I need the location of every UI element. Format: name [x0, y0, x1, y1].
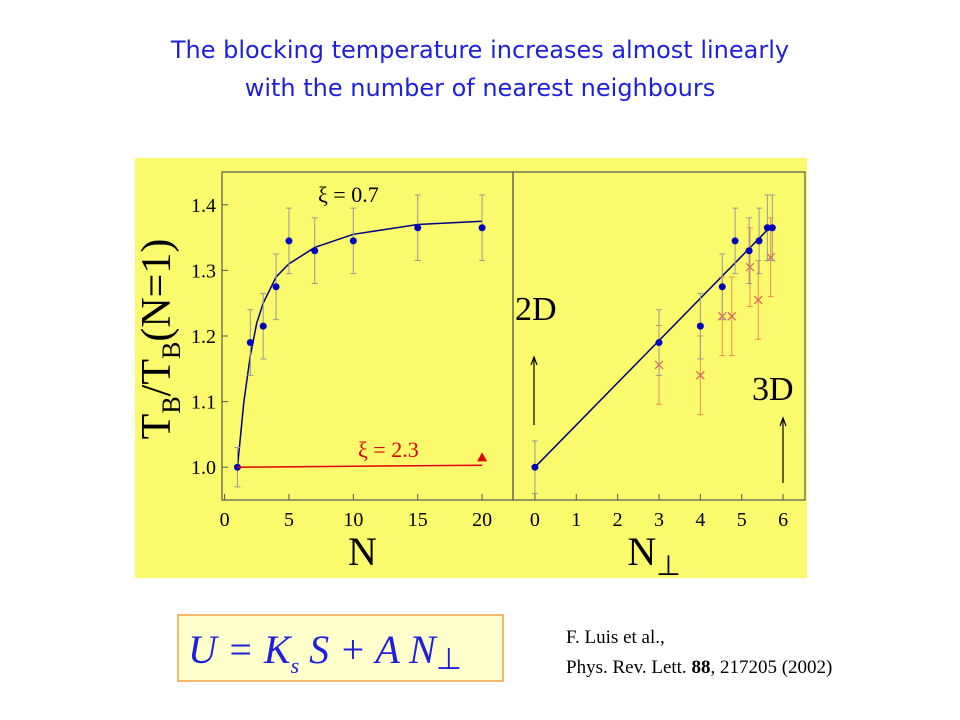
x-tick-label: 0: [220, 509, 230, 531]
data-point: [727, 311, 737, 321]
annotation: 3D: [752, 371, 794, 408]
data-point: [311, 247, 319, 255]
data-point: [259, 322, 267, 330]
citation: F. Luis et al.,: [566, 627, 665, 648]
data-point: [478, 224, 486, 232]
x-tick-label: 15: [408, 509, 428, 531]
x-tick-label: 20: [472, 509, 492, 531]
formula-sub: ⊥: [436, 643, 462, 676]
data-point: [414, 224, 422, 232]
annotation: ξ = 0.7: [318, 182, 379, 207]
x-tick-label: 2: [613, 509, 623, 531]
annotation: ξ = 2.3: [358, 437, 419, 462]
formula-box: [177, 614, 504, 682]
x-tick-label: 10: [343, 509, 363, 531]
data-point: [246, 339, 254, 347]
citation-part: Phys. Rev. Lett.: [566, 657, 691, 678]
data-point: [745, 262, 755, 272]
title-line: The blocking temperature increases almos…: [170, 36, 789, 64]
data-point: [763, 224, 771, 232]
data-point: [768, 224, 776, 232]
data-point: [695, 370, 705, 380]
y-tick-label: 1.3: [191, 260, 216, 282]
x-tick-label: 0: [530, 509, 540, 531]
title-line: with the number of nearest neighbours: [245, 74, 716, 102]
data-point: [531, 463, 539, 471]
citation-part: 88: [691, 657, 710, 678]
x-tick-label: 5: [284, 509, 294, 531]
y-axis-label: TB/TB(N=1): [134, 239, 186, 440]
data-point: [349, 237, 357, 245]
y-tick-label: 1.4: [191, 195, 216, 217]
formula-part: S + A N: [299, 627, 438, 672]
fit-line: [534, 223, 774, 468]
data-point: [731, 237, 739, 245]
x-axis-label-sub: ⊥: [656, 551, 680, 582]
citation-part: , 217205 (2002): [710, 657, 832, 678]
y-tick-label: 1.0: [191, 457, 216, 479]
data-point: [753, 295, 763, 305]
y-axis-label-part: T: [134, 414, 180, 440]
x-tick-label: 1: [571, 509, 581, 531]
data-point: [766, 252, 776, 262]
y-axis-label-part: (N=1): [134, 239, 180, 342]
annotation: 2D: [515, 291, 557, 328]
data-point: [718, 283, 726, 291]
x-axis-label: N⊥: [627, 529, 680, 582]
data-point: [477, 452, 488, 462]
data-point: [285, 237, 293, 245]
data-point: [696, 322, 704, 330]
y-axis-label-sub: B: [157, 342, 186, 359]
y-tick-label: 1.1: [191, 392, 216, 414]
data-point: [272, 283, 280, 291]
y-axis-label-sub: B: [157, 396, 186, 413]
x-tick-label: 3: [654, 509, 664, 531]
fit-line: [237, 464, 483, 468]
x-tick-label: 5: [737, 509, 747, 531]
arrow: [530, 355, 538, 425]
data-point: [745, 247, 753, 255]
arrow: [779, 416, 787, 483]
x-tick-label: 4: [695, 509, 705, 531]
y-axis-label-part: /T: [134, 359, 180, 396]
y-tick-label: 1.2: [191, 326, 216, 348]
x-axis-label-part: N: [627, 529, 656, 574]
chart-background: [135, 158, 807, 578]
citation: Phys. Rev. Lett. 88, 217205 (2002): [566, 657, 832, 678]
data-point: [655, 339, 663, 347]
data-point: [755, 237, 763, 245]
formula-part: U = K: [188, 627, 293, 672]
formula: U = Ks S + A N⊥: [188, 627, 462, 678]
x-tick-label: 6: [778, 509, 788, 531]
formula-sub: s: [291, 653, 300, 678]
x-axis-label: N: [348, 529, 377, 574]
